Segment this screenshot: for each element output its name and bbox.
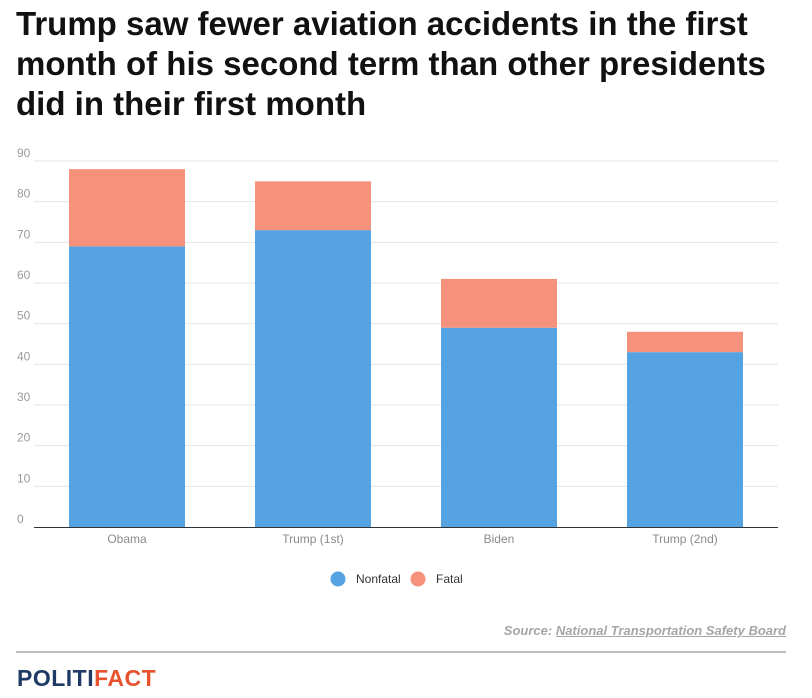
logo-part-politi: POLITI — [17, 665, 95, 691]
bar-nonfatal-0[interactable] — [69, 246, 185, 527]
source-link[interactable]: National Transportation Safety Board — [555, 623, 786, 638]
y-tick-label: 60 — [17, 268, 31, 282]
legend-marker-fatal[interactable] — [410, 571, 426, 587]
legend-label-nonfatal[interactable]: Nonfatal — [356, 572, 401, 586]
x-category-label: Trump (1st) — [282, 532, 344, 546]
source-note: Source: National Transportation Safety B… — [504, 623, 786, 638]
bar-nonfatal-2[interactable] — [441, 327, 557, 527]
y-tick-label: 10 — [17, 471, 31, 485]
bar-fatal-2[interactable] — [441, 278, 557, 328]
y-tick-label: 50 — [17, 309, 31, 323]
y-axis-ticks: 0 10 20 30 40 50 60 70 80 90 — [17, 146, 31, 526]
legend-marker-nonfatal[interactable] — [330, 571, 346, 587]
logo-part-fact: FACT — [94, 665, 157, 691]
y-tick-label: 0 — [17, 512, 24, 526]
y-tick-label: 40 — [17, 349, 31, 363]
y-tick-label: 70 — [17, 227, 31, 241]
bar-fatal-0[interactable] — [69, 169, 185, 247]
x-category-label: Obama — [107, 532, 147, 546]
y-tick-label: 90 — [17, 146, 31, 160]
legend-label-fatal[interactable]: Fatal — [436, 572, 463, 586]
politifact-logo[interactable]: POLITIFACT — [17, 665, 156, 691]
x-axis-labels: Obama Trump (1st) Biden Trump (2nd) — [107, 532, 717, 546]
y-tick-label: 30 — [17, 390, 31, 404]
y-tick-label: 80 — [17, 187, 31, 201]
bars — [69, 169, 743, 527]
x-category-label: Trump (2nd) — [652, 532, 718, 546]
bar-fatal-1[interactable] — [255, 181, 371, 231]
x-category-label: Biden — [484, 532, 515, 546]
chart-title: Trump saw fewer aviation accidents in th… — [16, 5, 766, 122]
bar-nonfatal-3[interactable] — [627, 352, 743, 527]
y-tick-label: 20 — [17, 431, 31, 445]
stacked-bar-chart: 0 10 20 30 40 50 60 70 80 90 Obama Trump (1st) Bide… — [17, 146, 778, 587]
bar-nonfatal-1[interactable] — [255, 230, 371, 527]
bar-fatal-3[interactable] — [627, 331, 743, 353]
legend: Nonfatal Fatal — [330, 571, 463, 587]
source-prefix: Source: — [503, 623, 553, 638]
footer-divider — [16, 651, 786, 653]
